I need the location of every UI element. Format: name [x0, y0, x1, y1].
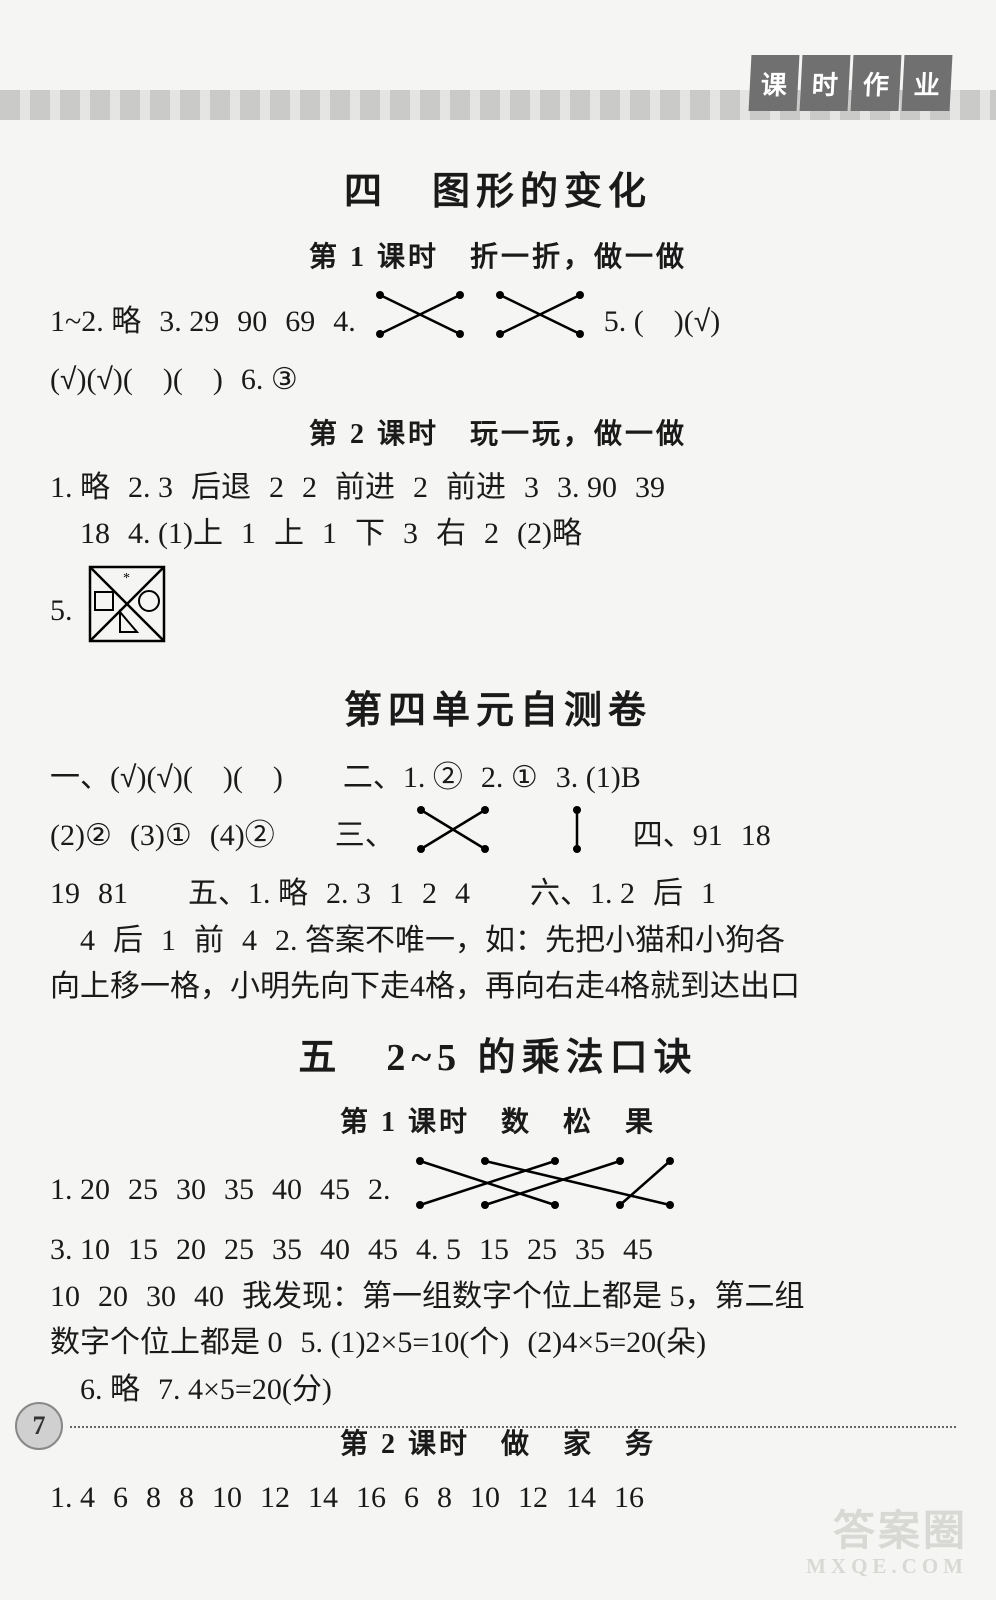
answer-line: 向上移一格，小明先向下走4格，再向右走4格就到达出口	[50, 964, 946, 1011]
answer-line: 1981 五、1. 略2. 3124 六、1. 2后1	[50, 871, 946, 918]
section-title-4: 四 图形的变化	[50, 163, 946, 222]
badge-char-4: 业	[902, 55, 953, 111]
badge-char-3: 作	[851, 55, 902, 111]
text: 1~2. 略3. 2990694.	[50, 299, 356, 346]
answer-line: 一、(√)(√)( )( ) 二、1. ②2. ①3. (1)B	[50, 755, 946, 802]
badge-char-1: 课	[749, 55, 800, 111]
watermark: 答案圈 MXQE.COM	[806, 1509, 968, 1578]
section-title-5: 五 2~5 的乘法口诀	[50, 1029, 946, 1088]
cross-match-icon	[490, 287, 590, 357]
watermark-sub: MXQE.COM	[806, 1555, 968, 1578]
lesson-title-4-2: 第 2 课时 玩一玩，做一做	[50, 413, 946, 456]
answer-line: 10203040我发现：第一组数字个位上都是 5，第二组	[50, 1274, 946, 1321]
answer-line: 4后1前42. 答案不唯一，如：先把小猫和小狗各	[50, 918, 946, 965]
shape-diagram-icon: *	[87, 558, 167, 665]
lesson-title-5-2: 第 2 课时 做 家 务	[50, 1423, 946, 1466]
answer-line: 数字个位上都是 05. (1)2×5=10(个)(2)4×5=20(朵)	[50, 1320, 946, 1367]
cross-match-icon	[370, 287, 470, 357]
page-number: 7	[15, 1402, 63, 1450]
watermark-main: 答案圈	[833, 1509, 968, 1555]
text: 5.	[50, 588, 73, 635]
text: 1. 2025303540452.	[50, 1167, 391, 1214]
badge-char-2: 时	[800, 55, 851, 111]
answer-line: 1. 2025303540452.	[50, 1153, 946, 1228]
answer-line: 5. *	[50, 558, 946, 665]
lesson-title-4-1: 第 1 课时 折一折，做一做	[50, 236, 946, 279]
lesson-title-5-1: 第 1 课时 数 松 果	[50, 1101, 946, 1144]
answer-line: (√)(√)( )( )6. ③	[50, 357, 946, 404]
header-badge: 课 时 作 业	[750, 55, 951, 111]
footer-dotted-line	[70, 1426, 956, 1428]
answer-line: 1~2. 略3. 2990694. 5. ( )(√)	[50, 287, 946, 357]
text: 四、9118	[603, 813, 771, 860]
answer-line: 6. 略7. 4×5=20(分)	[50, 1367, 946, 1414]
svg-text:*: *	[123, 571, 130, 586]
answer-line: (2)②(3)①(4)② 三、 四、9118	[50, 802, 946, 872]
cross-match-xwide-icon	[405, 1153, 685, 1228]
section-title-test4: 第四单元自测卷	[50, 682, 946, 741]
answer-line: 1. 略2. 3后退22前进2前进33. 9039	[50, 465, 946, 512]
answer-line: 3. 101520253540454. 515253545	[50, 1227, 946, 1274]
cross-match-wide-icon	[409, 802, 589, 872]
answer-line: 184. (1)上1上1下3右2(2)略	[50, 511, 946, 558]
page-content: 四 图形的变化 第 1 课时 折一折，做一做 1~2. 略3. 2990694.…	[50, 145, 946, 1521]
text: (2)②(3)①(4)② 三、	[50, 813, 395, 860]
text: 5. ( )(√)	[604, 299, 720, 346]
